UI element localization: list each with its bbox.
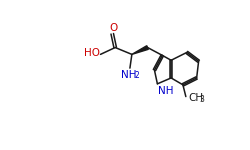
- Text: O: O: [109, 23, 117, 33]
- Polygon shape: [132, 46, 148, 54]
- Text: HO: HO: [84, 48, 100, 58]
- Text: 2: 2: [134, 71, 139, 80]
- Text: NH: NH: [158, 86, 174, 96]
- Text: NH: NH: [121, 70, 137, 80]
- Text: 3: 3: [200, 95, 204, 104]
- Text: CH: CH: [189, 93, 204, 103]
